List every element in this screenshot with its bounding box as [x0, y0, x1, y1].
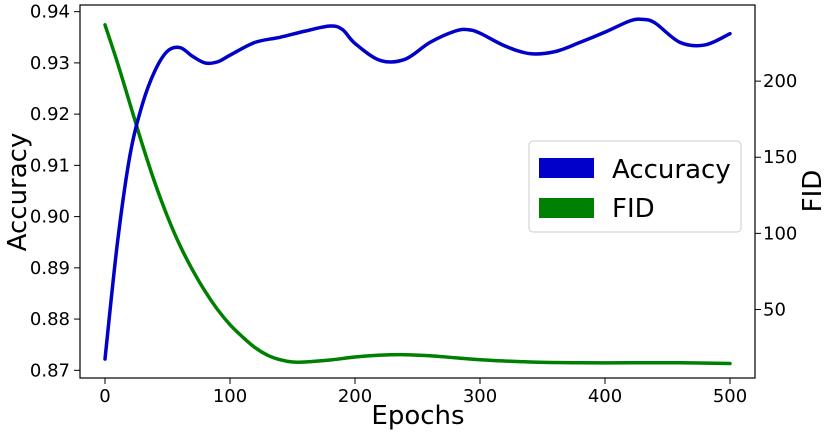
x-tick-label: 400	[588, 386, 622, 407]
y-right-tick-label: 100	[763, 223, 797, 244]
y-axis-left-title: Accuracy	[3, 133, 33, 252]
x-tick-label: 500	[713, 386, 747, 407]
y-left-tick-label: 0.92	[30, 104, 70, 125]
y-axis-right: 50 100 150 200	[755, 71, 797, 320]
series-layer	[103, 17, 732, 366]
y-right-tick-label: 50	[763, 299, 786, 320]
y-left-tick-label: 0.89	[30, 258, 70, 279]
legend-label-accuracy: Accuracy	[612, 155, 731, 185]
legend-swatch-accuracy	[539, 158, 594, 178]
y-right-tick-label: 150	[763, 147, 797, 168]
y-left-tick-label: 0.94	[30, 2, 70, 23]
legend-label-fid: FID	[612, 194, 655, 224]
y-axis-right-title: FID	[798, 170, 828, 213]
plot-frame	[79, 4, 756, 379]
x-tick-label: 0	[99, 386, 110, 407]
y-right-tick-label: 200	[763, 71, 797, 92]
series-line-accuracy	[103, 17, 732, 361]
series-line-fid	[103, 23, 732, 366]
x-axis: 0 100 200 300 400 500	[99, 378, 747, 407]
x-tick-label: 200	[338, 386, 372, 407]
y-left-tick-label: 0.90	[30, 207, 70, 228]
legend: Accuracy FID	[528, 140, 742, 233]
y-left-tick-label: 0.93	[30, 53, 70, 74]
x-tick-label: 100	[213, 386, 247, 407]
y-left-tick-label: 0.88	[30, 309, 70, 330]
y-left-tick-label: 0.87	[30, 360, 70, 381]
x-tick-label: 300	[463, 386, 497, 407]
x-axis-title: Epochs	[371, 401, 464, 431]
y-left-tick-label: 0.91	[30, 155, 70, 176]
y-axis-left: 0.87 0.88 0.89 0.90 0.91 0.92 0.93 0.94	[30, 2, 80, 381]
legend-swatch-fid	[539, 198, 594, 218]
